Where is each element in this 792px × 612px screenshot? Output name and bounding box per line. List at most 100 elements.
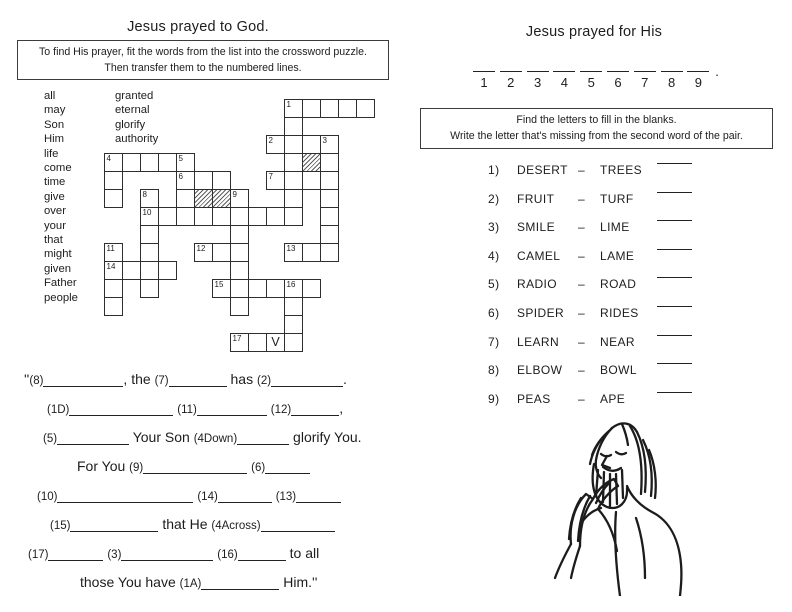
crossword-cell[interactable] — [230, 225, 249, 244]
crossword-cell[interactable] — [230, 279, 249, 298]
crossword-cell[interactable] — [158, 261, 177, 280]
answer-blank-line[interactable] — [526, 62, 549, 72]
prayer-blank[interactable] — [260, 528, 335, 532]
answer-blank-line[interactable] — [687, 62, 710, 72]
answer-blank-line[interactable] — [580, 62, 603, 72]
prayer-blank[interactable] — [265, 470, 311, 474]
crossword-cell[interactable]: 4 — [104, 153, 123, 172]
crossword-cell[interactable] — [140, 279, 159, 298]
crossword-cell[interactable] — [140, 243, 159, 262]
crossword-cell[interactable] — [302, 135, 321, 154]
crossword-cell[interactable] — [176, 207, 195, 226]
crossword-cell[interactable]: 5 — [176, 153, 195, 172]
crossword-cell[interactable]: 10 — [140, 207, 159, 226]
crossword-cell[interactable] — [158, 207, 177, 226]
prayer-blank[interactable] — [143, 470, 248, 474]
crossword-cell[interactable] — [320, 243, 339, 262]
crossword-cell[interactable] — [176, 189, 195, 208]
crossword-cell[interactable] — [104, 171, 123, 190]
crossword-cell[interactable]: 9 — [230, 189, 249, 208]
crossword-cell[interactable] — [266, 279, 285, 298]
crossword-cell[interactable] — [212, 171, 231, 190]
crossword-cell[interactable]: 11 — [104, 243, 123, 262]
crossword-cell[interactable] — [320, 225, 339, 244]
crossword-cell[interactable] — [320, 207, 339, 226]
crossword-cell[interactable] — [338, 99, 357, 118]
crossword-cell[interactable] — [212, 207, 231, 226]
crossword-cell[interactable] — [230, 207, 249, 226]
crossword-cell[interactable] — [248, 333, 267, 352]
pair-answer-blank[interactable] — [657, 306, 692, 307]
crossword-cell[interactable] — [284, 135, 303, 154]
pair-answer-blank[interactable] — [657, 248, 692, 250]
prayer-blank[interactable] — [168, 383, 227, 387]
crossword-cell[interactable] — [302, 171, 321, 190]
crossword-cell[interactable] — [248, 279, 267, 298]
crossword-cell[interactable]: 16 — [284, 279, 303, 298]
crossword-cell[interactable] — [284, 153, 303, 172]
crossword-cell[interactable]: 15 — [212, 279, 231, 298]
answer-blank-line[interactable] — [660, 62, 683, 72]
crossword-cell[interactable] — [284, 297, 303, 316]
pair-answer-blank[interactable] — [657, 334, 692, 336]
prayer-blank[interactable] — [291, 412, 340, 416]
crossword-cell[interactable] — [194, 171, 213, 190]
prayer-blank[interactable] — [43, 383, 124, 387]
crossword-cell[interactable] — [230, 261, 249, 280]
crossword-cell[interactable] — [356, 99, 375, 118]
crossword-cell[interactable] — [266, 207, 285, 226]
pair-answer-blank[interactable] — [657, 220, 692, 222]
crossword-cell[interactable] — [158, 153, 177, 172]
crossword-cell[interactable]: 1 — [284, 99, 303, 118]
crossword-cell[interactable] — [194, 207, 213, 226]
prayer-blank[interactable] — [237, 441, 290, 445]
crossword-cell[interactable] — [230, 243, 249, 262]
crossword-cell[interactable] — [284, 189, 303, 208]
crossword-cell[interactable]: 17 — [230, 333, 249, 352]
crossword-cell[interactable] — [302, 243, 321, 262]
prayer-blank[interactable] — [237, 557, 286, 561]
crossword-cell[interactable] — [320, 99, 339, 118]
crossword-cell[interactable] — [230, 297, 249, 316]
crossword-cell[interactable] — [320, 171, 339, 190]
prayer-blank[interactable] — [217, 499, 272, 503]
prayer-blank[interactable] — [121, 557, 214, 561]
crossword-cell[interactable] — [302, 99, 321, 118]
crossword-cell[interactable] — [284, 333, 303, 352]
crossword-cell[interactable]: 6 — [176, 171, 195, 190]
crossword-cell[interactable]: 2 — [266, 135, 285, 154]
prayer-blank[interactable] — [271, 383, 344, 387]
crossword-cell[interactable] — [140, 153, 159, 172]
answer-blank-line[interactable] — [473, 62, 495, 72]
pair-answer-blank[interactable] — [657, 391, 692, 393]
prayer-blank[interactable] — [296, 499, 342, 503]
answer-blank-line[interactable] — [607, 62, 629, 72]
prayer-blank[interactable] — [69, 412, 174, 416]
prayer-blank[interactable] — [57, 499, 194, 503]
crossword-cell[interactable]: 12 — [194, 243, 213, 262]
prayer-blank[interactable] — [201, 586, 280, 590]
crossword-cell[interactable]: 7 — [266, 171, 285, 190]
crossword-cell[interactable]: 14 — [104, 261, 123, 280]
pair-answer-blank[interactable] — [657, 191, 692, 193]
pair-answer-blank[interactable] — [657, 163, 692, 164]
crossword-cell[interactable]: 8 — [140, 189, 159, 208]
crossword-cell[interactable] — [284, 171, 303, 190]
crossword-cell[interactable] — [284, 207, 303, 226]
crossword-cell[interactable] — [122, 153, 141, 172]
crossword-cell[interactable] — [140, 225, 159, 244]
crossword-cell[interactable] — [104, 297, 123, 316]
crossword-cell[interactable] — [104, 189, 123, 208]
crossword-cell[interactable]: 3 — [320, 135, 339, 154]
pair-answer-blank[interactable] — [657, 363, 692, 365]
prayer-blank[interactable] — [48, 557, 104, 561]
crossword-cell[interactable] — [320, 153, 339, 172]
crossword-cell[interactable] — [140, 261, 159, 280]
answer-blank-line[interactable] — [499, 62, 522, 72]
crossword-cell[interactable]: V — [266, 333, 285, 352]
crossword-cell[interactable] — [212, 243, 231, 262]
answer-blank-line[interactable] — [553, 62, 576, 72]
crossword-cell[interactable]: 13 — [284, 243, 303, 262]
pair-answer-blank[interactable] — [657, 277, 692, 279]
crossword-cell[interactable] — [320, 189, 339, 208]
